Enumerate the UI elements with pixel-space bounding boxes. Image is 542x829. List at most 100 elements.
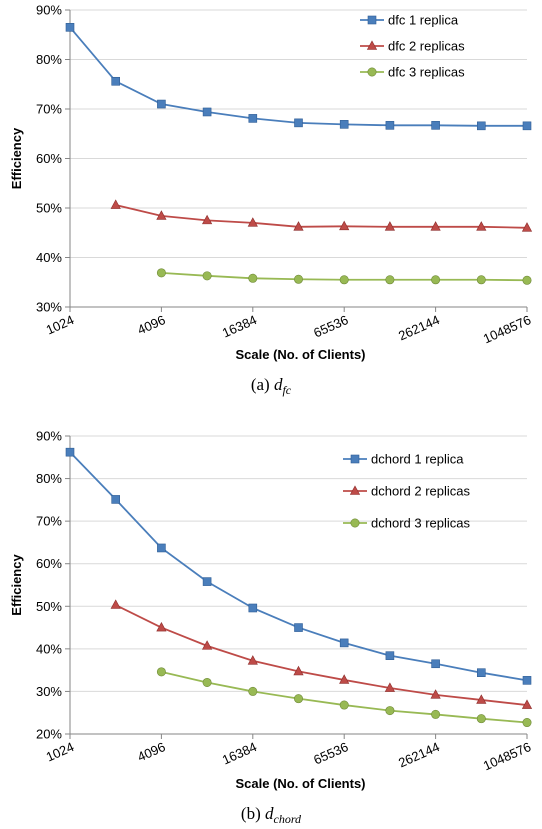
series-line — [115, 604, 528, 706]
data-point — [65, 447, 75, 457]
data-point — [385, 706, 395, 716]
caption-symbol: d — [274, 375, 283, 394]
x-tick-label: 262144 — [396, 312, 442, 343]
data-point — [248, 603, 258, 613]
data-point — [201, 214, 213, 225]
y-tick-label: 80% — [36, 471, 62, 486]
data-point — [248, 114, 258, 123]
legend-label: dchord 2 replicas — [371, 484, 470, 499]
chart-caption: (a) dfc — [251, 375, 292, 397]
chart-b: 20% 30% 40% 50% 60% 70% 80% 90% 1024 4096 16384 655… — [9, 429, 533, 827]
data-point — [431, 121, 440, 130]
data-point — [294, 118, 303, 128]
series-line — [115, 204, 528, 229]
legend-marker — [349, 485, 361, 495]
series-1 — [65, 447, 532, 685]
data-point — [521, 222, 533, 232]
legend-label: dchord 1 replica — [371, 452, 464, 467]
data-point — [294, 623, 303, 632]
data-point — [522, 121, 532, 131]
data-point — [202, 107, 212, 117]
legend: dchord 1 replica dchord 2 replicas dchord … — [343, 452, 470, 531]
x-tick-label: 65536 — [311, 739, 350, 767]
y-tick-label: 80% — [36, 52, 62, 67]
y-axis-title: Efficiency — [9, 554, 24, 616]
data-point — [476, 668, 486, 677]
x-axis-title: Scale (No. of Clients) — [235, 776, 365, 791]
data-point — [156, 621, 167, 632]
chart-a: 30% 40% 50% 60% 70% 80% 90% 1024 4096 16384 65536 2… — [9, 3, 533, 398]
caption-subscript: fc — [282, 383, 291, 397]
data-point — [157, 543, 166, 553]
y-tick-label: 40% — [36, 250, 62, 265]
data-point — [110, 599, 121, 609]
data-point — [431, 659, 440, 669]
data-point — [247, 217, 258, 227]
legend-marker — [350, 518, 360, 528]
y-tick-label: 60% — [36, 151, 62, 166]
data-point — [339, 120, 349, 129]
data-point — [156, 210, 167, 220]
data-point — [111, 495, 120, 504]
data-point — [522, 676, 532, 685]
x-tick-label: 1048576 — [481, 739, 533, 773]
y-axis-title: Efficiency — [9, 127, 24, 189]
data-point — [293, 221, 304, 231]
data-point — [476, 714, 486, 724]
caption-label: (b) — [241, 804, 265, 823]
data-point — [384, 221, 396, 231]
data-point — [65, 23, 75, 32]
x-tick-label: 1024 — [44, 312, 77, 337]
legend-label: dchord 3 replicas — [371, 516, 470, 531]
y-tick-label: 20% — [36, 727, 62, 742]
data-point — [339, 220, 350, 231]
data-point — [293, 694, 303, 704]
y-tick-label: 50% — [36, 599, 62, 614]
data-point — [430, 221, 441, 231]
data-point — [248, 686, 258, 696]
y-tick-label: 50% — [36, 201, 62, 216]
data-point — [385, 121, 395, 130]
x-axis-title: Scale (No. of Clients) — [235, 347, 365, 362]
data-point — [522, 718, 532, 728]
x-tick-label: 65536 — [311, 312, 350, 340]
caption-label: (a) — [251, 375, 274, 394]
data-point — [293, 665, 304, 676]
data-point — [202, 677, 212, 687]
legend-marker — [366, 40, 378, 50]
data-point — [385, 275, 395, 285]
y-tick-label: 70% — [36, 514, 62, 529]
x-tick-label: 262144 — [396, 739, 442, 770]
data-point — [156, 667, 166, 677]
data-point — [202, 271, 212, 281]
data-point — [476, 694, 487, 704]
y-tick-label: 30% — [36, 684, 62, 699]
data-point — [202, 577, 212, 586]
data-point — [339, 275, 349, 285]
legend: dfc 1 replica dfc 2 replicas dfc 3 replica… — [360, 13, 465, 80]
series-3 — [156, 667, 532, 728]
series-2 — [110, 199, 533, 232]
x-tick-label: 1024 — [44, 739, 77, 764]
data-point — [111, 76, 120, 86]
y-tick-label: 70% — [36, 102, 62, 117]
data-point — [385, 651, 395, 660]
data-point — [430, 689, 441, 699]
data-point — [431, 709, 441, 719]
caption-symbol: d — [265, 804, 274, 823]
legend-marker — [367, 67, 377, 77]
x-tick-label: 16384 — [220, 739, 259, 767]
series-1 — [65, 23, 532, 131]
data-point — [476, 221, 487, 231]
data-point — [201, 640, 213, 650]
legend-marker — [350, 454, 360, 464]
caption-subscript: chord — [274, 812, 303, 826]
y-tick-label: 60% — [36, 556, 62, 571]
x-tick-label: 4096 — [135, 312, 168, 337]
data-point — [339, 638, 349, 648]
data-point — [293, 274, 303, 284]
legend-label: dfc 1 replica — [388, 13, 459, 28]
x-tick-label: 1048576 — [481, 312, 533, 346]
x-tick-label: 16384 — [220, 312, 259, 340]
